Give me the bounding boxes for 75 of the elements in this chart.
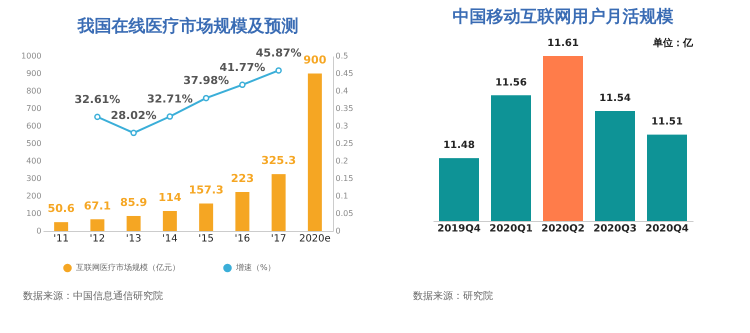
y2-tick-label: 0 <box>336 226 341 236</box>
y-tick-label: 800 <box>26 86 42 96</box>
x-tick-label: '15 <box>198 234 214 244</box>
x-tick-label: 2020e <box>299 234 331 244</box>
data-label: 325.3 <box>261 154 296 168</box>
data-label: 28.02% <box>110 108 157 122</box>
x-tick-label: '12 <box>90 234 106 244</box>
y2-tick-label: 0.45 <box>336 69 354 78</box>
chart-title: 我国在线医疗市场规模及预测 <box>76 16 298 36</box>
x-tick-label: '17 <box>270 234 286 244</box>
point <box>239 82 246 88</box>
y2-tick-label: 0.4 <box>336 86 348 96</box>
y2-tick-label: 0.05 <box>336 209 354 218</box>
source-note: 数据来源：中国信息通信研究院 <box>23 290 163 302</box>
x-tick-label: 2020Q4 <box>645 224 689 234</box>
y2-tick-label: 0.25 <box>336 139 354 148</box>
data-label: 41.77% <box>219 60 266 74</box>
data-label: 11.48 <box>443 140 475 152</box>
data-label: 32.71% <box>146 92 193 106</box>
bar <box>199 203 214 231</box>
y-tick-label: 700 <box>26 104 42 113</box>
source-note: 数据来源：研究院 <box>413 290 493 302</box>
y-tick-label: 900 <box>26 69 42 78</box>
bar <box>54 222 68 231</box>
x-tick-label: '14 <box>162 234 178 244</box>
bar <box>235 192 250 231</box>
legend-label: 互联网医疗市场规模（亿元） <box>76 262 180 272</box>
x-tick-label: '13 <box>126 234 142 244</box>
data-label: 114 <box>158 191 182 204</box>
bar <box>308 74 322 231</box>
bar <box>272 174 286 231</box>
data-label: 900 <box>303 54 327 66</box>
data-label: 11.61 <box>547 38 579 49</box>
bar <box>90 219 104 231</box>
x-tick-label: '16 <box>234 234 250 244</box>
y-tick-label: 1000 <box>21 52 42 60</box>
point <box>275 67 282 74</box>
y-tick-label: 400 <box>26 156 42 166</box>
bar <box>126 216 141 231</box>
x-tick-label: 2020Q1 <box>489 224 533 234</box>
data-label: 11.51 <box>651 116 683 128</box>
x-tick-label: 2020Q3 <box>593 224 637 234</box>
bar <box>162 211 177 231</box>
data-label: 37.98% <box>183 74 230 88</box>
y-tick-label: 100 <box>26 209 42 218</box>
data-label: 85.9 <box>120 196 148 209</box>
text: 单位：亿 <box>652 37 694 49</box>
chart-title: 中国移动互联网用户月活规模 <box>452 7 674 27</box>
y-tick-label: 0 <box>36 226 42 236</box>
y2-tick-label: 0.2 <box>336 156 348 166</box>
y-tick-label: 200 <box>26 192 42 200</box>
y2-tick-label: 0.3 <box>336 122 348 130</box>
y-tick-label: 300 <box>26 174 42 183</box>
data-label: 32.61% <box>74 92 120 106</box>
data-label: 50.6 <box>48 202 76 216</box>
point <box>130 130 137 136</box>
y2-tick-label: 0.15 <box>336 174 354 183</box>
y2-tick-label: 0.5 <box>336 52 348 60</box>
x-tick-label: 2020Q2 <box>541 224 585 234</box>
x-tick-label: '11 <box>53 234 69 244</box>
x-tick-label: 2019Q4 <box>437 224 481 234</box>
point <box>94 114 101 120</box>
point <box>202 94 210 102</box>
point <box>166 113 174 120</box>
y-tick-label: 500 <box>26 139 42 148</box>
data-label: 223 <box>230 172 254 185</box>
legend-label: 增速（%） <box>235 262 276 272</box>
y2-tick-label: 0.1 <box>336 192 348 200</box>
y2-tick-label: 0.35 <box>336 104 354 113</box>
data-label: 45.87% <box>256 46 302 60</box>
data-label: 11.56 <box>495 77 527 88</box>
data-label: 67.1 <box>84 199 111 212</box>
data-label: 157.3 <box>188 183 224 196</box>
data-label: 11.54 <box>599 93 631 104</box>
y-tick-label: 600 <box>26 122 42 130</box>
